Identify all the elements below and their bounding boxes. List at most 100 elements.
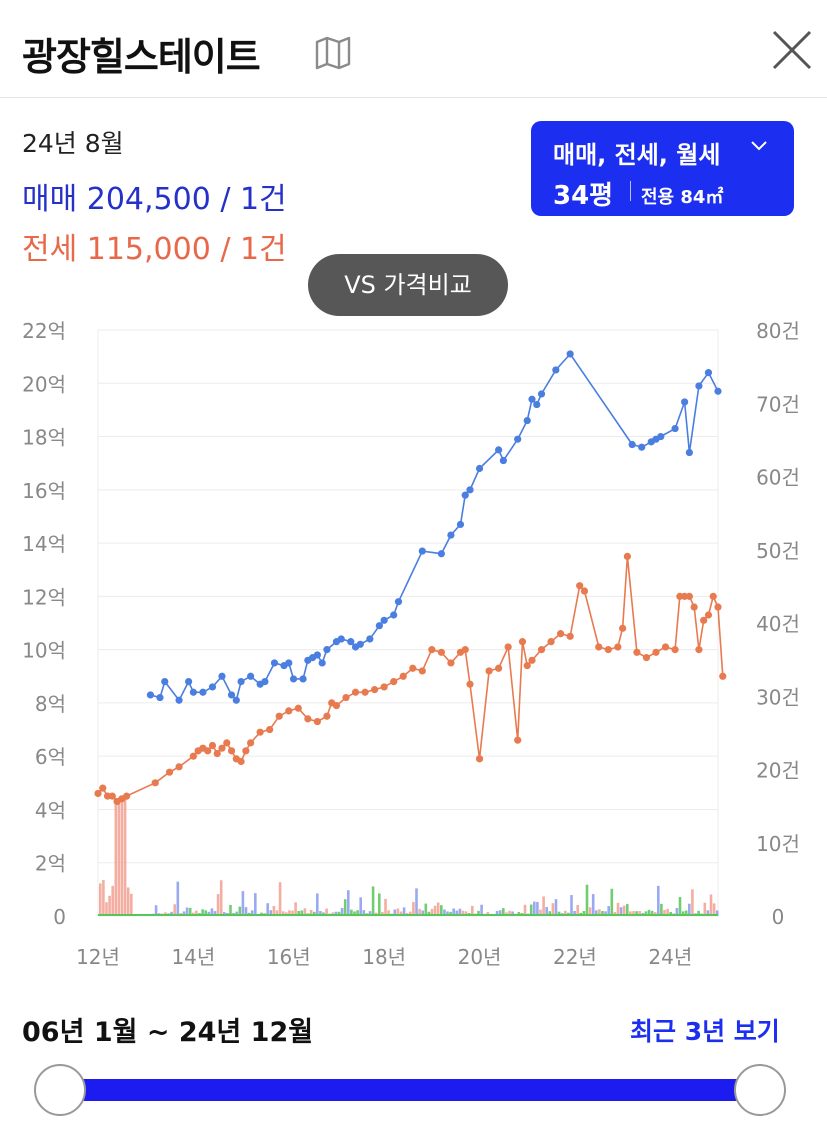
jeonse-price-point (623, 552, 631, 561)
y-left-tick-label: 10억 (22, 639, 66, 663)
sale-price-point (456, 520, 465, 529)
jeonse-price-point (466, 680, 474, 688)
jeonse-price-point (475, 755, 484, 763)
volume-bar (573, 910, 576, 916)
map-icon[interactable] (314, 36, 352, 70)
volume-bar (241, 891, 245, 916)
y-left-tick-label: 20억 (22, 372, 66, 396)
volume-bar (548, 911, 552, 916)
sale-price-point (146, 691, 155, 699)
volume-bar (632, 911, 635, 916)
volume-bar (126, 887, 130, 916)
vs-compare-button[interactable]: VS 가격비교 (308, 254, 508, 316)
jeonse-price-point (175, 763, 183, 771)
jeonse-price-point (285, 707, 293, 715)
area-label: 전용 84㎡ (641, 187, 724, 208)
jeonse-price-point (409, 664, 417, 672)
sale-price-point (628, 440, 636, 449)
volume-bar (297, 910, 300, 916)
jeonse-price-point (557, 630, 565, 638)
y-right-tick-label: 30건 (756, 685, 800, 709)
volume-bar (207, 911, 211, 916)
jeonse-price-point (547, 638, 555, 646)
jeonse-price-point (690, 603, 698, 611)
y-right-tick-label: 0 (772, 905, 785, 929)
jeonse-price-point (504, 643, 512, 651)
volume-bar (539, 909, 542, 916)
jeonse-price-point (361, 688, 369, 696)
range-slider-start-handle[interactable] (34, 1064, 86, 1116)
volume-bar (449, 911, 452, 916)
jeonse-price-point (633, 648, 641, 656)
y-right-tick-label: 70건 (756, 392, 800, 416)
sale-price-point (499, 456, 507, 465)
volume-bar (294, 902, 297, 916)
volume-bar (715, 910, 719, 916)
y-left-tick-label: 16억 (22, 479, 66, 503)
volume-bar (359, 897, 362, 916)
volume-bar (412, 901, 415, 916)
volume-bar (99, 883, 102, 916)
volume-bar (607, 906, 610, 916)
volume-bar (554, 899, 558, 916)
volume-bar (610, 888, 614, 916)
jeonse-price-point (528, 656, 536, 664)
filter-divider (630, 181, 631, 201)
jeonse-price-point (700, 616, 708, 624)
sale-price-point (704, 369, 713, 377)
sale-price-point (671, 424, 679, 433)
volume-bar (213, 911, 217, 916)
volume-bar (105, 902, 108, 916)
volume-bar (393, 909, 397, 916)
volume-bar (551, 903, 555, 916)
x-tick-label: 18년 (362, 945, 406, 969)
volume-bar (495, 910, 499, 916)
x-tick-label: 24년 (648, 945, 692, 969)
close-icon[interactable] (770, 28, 814, 72)
range-slider-end-handle[interactable] (734, 1064, 786, 1116)
jeonse-price-point (313, 717, 321, 726)
jeonse-price-point (495, 664, 503, 672)
y-left-tick-label: 4억 (35, 798, 66, 822)
sale-price-point (175, 696, 183, 704)
sale-price-point (390, 611, 398, 619)
x-tick-label: 20년 (458, 945, 502, 969)
recent-3-years-link[interactable]: 최근 3년 보기 (630, 1017, 780, 1046)
volume-bar (582, 911, 586, 916)
jeonse-price-point (123, 792, 131, 800)
volume-bar (446, 911, 449, 916)
volume-bar (616, 902, 620, 916)
volume-bar (703, 902, 707, 916)
volume-bar (464, 911, 468, 916)
volume-bar (120, 798, 124, 916)
volume-bar (402, 907, 406, 916)
sale-price-point (394, 598, 403, 606)
x-tick-label: 16년 (267, 945, 311, 969)
volume-bar (458, 908, 462, 916)
volume-bar (644, 911, 648, 916)
sale-price-point (657, 432, 665, 441)
volume-bar (378, 893, 381, 916)
jeonse-price-point (652, 648, 660, 656)
range-slider-track[interactable] (60, 1079, 760, 1101)
jeonse-price-point (332, 701, 341, 710)
sale-price-point (285, 659, 293, 667)
sale-price-point (461, 491, 469, 499)
jeonse-price-point (165, 768, 174, 776)
volume-bar (325, 908, 328, 916)
volume-bar (254, 893, 257, 916)
y-left-tick-label: 22억 (22, 319, 66, 343)
volume-bar (681, 911, 685, 916)
y-left-tick-label: 12억 (22, 585, 66, 609)
sale-price-point (313, 651, 321, 659)
volume-bar (436, 902, 440, 916)
volume-bar (275, 910, 279, 916)
volume-bar (564, 910, 567, 916)
volume-bar (381, 911, 384, 916)
jeonse-price-point (614, 643, 622, 651)
volume-bar (204, 910, 207, 916)
volume-bar (663, 909, 666, 916)
jeonse-price-point (227, 747, 236, 755)
volume-bar (250, 910, 254, 916)
trade-type-filter-button[interactable]: 매매, 전세, 월세 34평 전용 84㎡ (531, 121, 794, 216)
